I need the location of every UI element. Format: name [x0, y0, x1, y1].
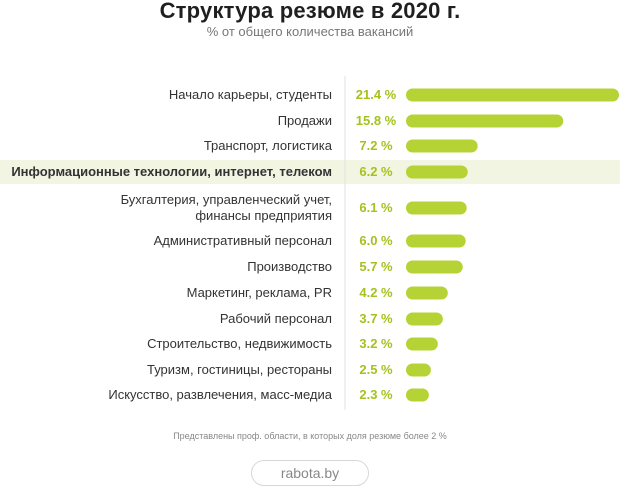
bar — [406, 139, 478, 153]
value-label: 6.0 % — [359, 233, 393, 248]
category-label: Бухгалтерия, управленческий учет, финансы… — [121, 192, 332, 223]
value-label: 3.7 % — [359, 311, 393, 326]
bar — [406, 260, 463, 274]
highlight-band — [0, 160, 620, 184]
bar-chart: Начало карьеры, студенты 21.4 % Продажи 15.… — [0, 76, 620, 410]
chart-subtitle: % от общего количества вакансий — [206, 24, 414, 39]
value-label: 5.7 % — [359, 259, 393, 274]
category-label: Искусство, развлечения, масс-медиа — [108, 387, 332, 402]
category-label: Туризм, гостиницы, рестораны — [147, 362, 332, 377]
value-label: 21.4 % — [356, 87, 397, 102]
value-label: 3.2 % — [359, 336, 393, 351]
bar — [406, 363, 431, 377]
bar — [406, 388, 429, 402]
category-label: Транспорт, логистика — [204, 138, 333, 153]
bar — [406, 312, 443, 326]
bar — [406, 88, 619, 102]
bar — [406, 114, 564, 128]
value-label: 7.2 % — [359, 138, 393, 153]
bar — [406, 201, 467, 215]
value-label: 4.2 % — [359, 285, 393, 300]
category-label: Информационные технологии, интернет, тел… — [11, 164, 332, 179]
value-label: 6.1 % — [359, 200, 393, 215]
category-label: Рабочий персонал — [220, 311, 332, 326]
bar — [406, 234, 466, 248]
category-label: Административный персонал — [154, 233, 332, 248]
bar — [406, 286, 448, 300]
value-label: 2.5 % — [359, 362, 393, 377]
category-label: Строительство, недвижимость — [147, 336, 332, 351]
category-label: Продажи — [278, 113, 332, 128]
chart-title: Структура резюме в 2020 г. — [159, 0, 461, 23]
category-label: Начало карьеры, студенты — [169, 87, 332, 102]
category-label: Производство — [247, 259, 332, 274]
value-label: 2.3 % — [359, 387, 393, 402]
footnote: Представлены проф. области, в которых до… — [173, 431, 447, 441]
category-label: Маркетинг, реклама, PR — [187, 285, 332, 300]
value-label: 15.8 % — [356, 113, 397, 128]
bar — [406, 165, 468, 179]
bar — [406, 337, 438, 351]
brand-badge[interactable]: rabota.by — [251, 460, 369, 486]
value-label: 6.2 % — [359, 164, 393, 179]
